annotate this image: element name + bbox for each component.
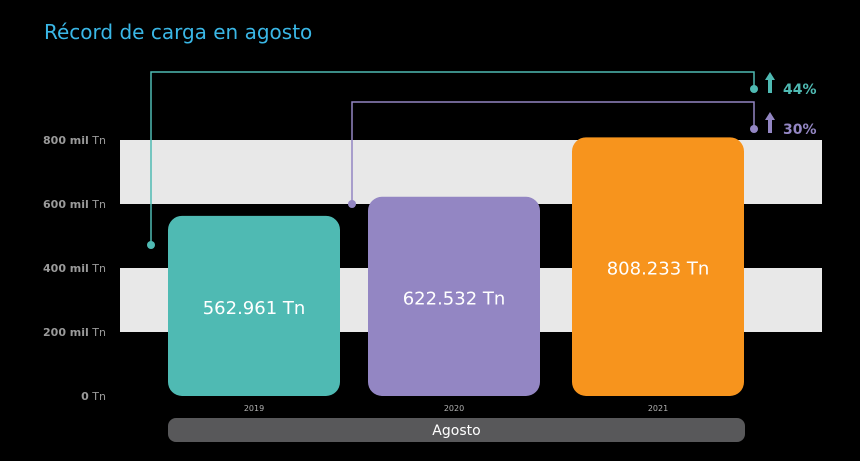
- x-tick-label: 2020: [444, 404, 464, 413]
- y-tick-unit: Tn: [89, 198, 106, 211]
- y-tick-label: 600 mil Tn: [43, 198, 106, 211]
- y-tick-value: 400 mil: [43, 262, 89, 275]
- connector-start-dot: [147, 241, 155, 249]
- y-tick-unit: Tn: [89, 390, 106, 403]
- comparison-connector: [351, 101, 755, 204]
- comparison-label: 44%: [783, 82, 817, 98]
- bar-2021: [572, 137, 744, 397]
- bar-2019: [168, 215, 340, 396]
- page-title: Récord de carga en agosto: [44, 20, 313, 44]
- y-tick-unit: Tn: [89, 326, 106, 339]
- y-tick-label: 0 Tn: [81, 390, 106, 403]
- comparison-label: 30%: [783, 122, 817, 138]
- y-tick-value: 200 mil: [43, 326, 89, 339]
- connector-start-dot: [348, 200, 356, 208]
- arrow-up-icon: [765, 72, 775, 93]
- connector-end-dot: [750, 125, 758, 133]
- y-tick-label: 400 mil Tn: [43, 262, 106, 275]
- y-tick-value: 800 mil: [43, 134, 89, 147]
- y-tick-unit: Tn: [89, 262, 106, 275]
- y-tick-label: 800 mil Tn: [43, 134, 106, 147]
- y-tick-value: 0: [81, 390, 89, 403]
- y-tick-label: 200 mil Tn: [43, 326, 106, 339]
- comparison-connector: [150, 71, 755, 245]
- y-tick-unit: Tn: [89, 134, 106, 147]
- x-tick-label: 2021: [648, 404, 668, 413]
- arrow-up-icon: [765, 112, 775, 133]
- bar-value-label: 622.532 Tn: [403, 288, 506, 309]
- bar-value-label: 562.961 Tn: [203, 298, 306, 319]
- group-label-bar: [168, 418, 745, 442]
- connector-end-dot: [750, 85, 758, 93]
- group-label: Agosto: [432, 423, 480, 439]
- bar-2020: [368, 196, 540, 396]
- bar-value-label: 808.233 Tn: [607, 259, 710, 280]
- x-tick-label: 2019: [244, 404, 264, 413]
- y-tick-value: 600 mil: [43, 198, 89, 211]
